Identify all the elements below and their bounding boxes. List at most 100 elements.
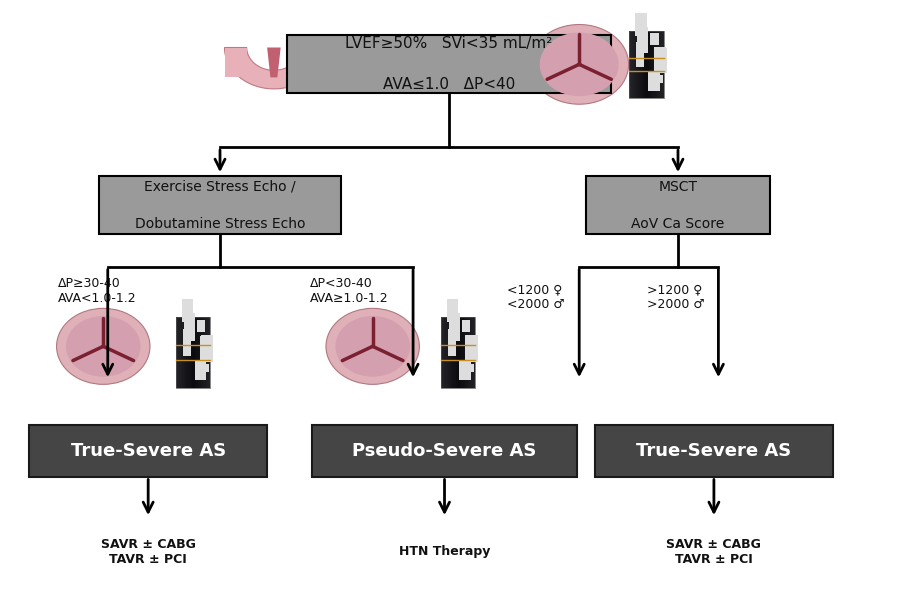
Bar	[646, 31, 647, 98]
Text: AoV Ca Score: AoV Ca Score	[631, 217, 725, 231]
Bar	[454, 318, 455, 387]
Bar	[467, 318, 468, 387]
Circle shape	[101, 345, 106, 348]
Bar	[455, 318, 457, 387]
Text: >1200 ♀
>2000 ♂: >1200 ♀ >2000 ♂	[647, 283, 704, 311]
Bar	[465, 335, 478, 356]
Bar	[641, 31, 642, 98]
Text: AVA≤1.0   ΔP<40: AVA≤1.0 ΔP<40	[383, 77, 515, 93]
Bar	[465, 364, 474, 372]
Text: ΔP≥30-40
AVA<1.0-1.2: ΔP≥30-40 AVA<1.0-1.2	[58, 277, 137, 305]
Bar	[634, 31, 635, 98]
Bar	[183, 313, 195, 341]
Ellipse shape	[66, 316, 141, 377]
Bar	[458, 318, 459, 387]
Polygon shape	[224, 48, 323, 89]
Bar	[660, 31, 661, 98]
FancyBboxPatch shape	[585, 177, 770, 234]
Bar	[192, 318, 193, 387]
Bar	[182, 299, 193, 322]
Bar	[460, 360, 471, 380]
Bar	[474, 318, 475, 387]
Bar	[188, 318, 189, 387]
Bar	[194, 318, 196, 387]
Ellipse shape	[335, 316, 410, 377]
Bar	[642, 31, 643, 98]
Text: LVEF≥50%   SVi<35 mL/m²: LVEF≥50% SVi<35 mL/m²	[346, 36, 552, 51]
Bar	[205, 318, 206, 387]
Bar	[638, 31, 639, 98]
Bar	[658, 31, 659, 98]
Bar	[457, 318, 458, 387]
Bar	[630, 31, 632, 98]
Bar	[655, 31, 656, 98]
Bar	[472, 318, 474, 387]
Ellipse shape	[326, 308, 419, 384]
Bar	[465, 318, 466, 387]
Bar	[185, 318, 186, 387]
Bar	[632, 31, 633, 98]
Circle shape	[577, 63, 582, 66]
Bar	[201, 318, 202, 387]
Bar	[637, 27, 648, 53]
Bar	[635, 31, 637, 98]
Bar	[189, 318, 190, 387]
Text: True-Severe AS: True-Severe AS	[71, 441, 225, 460]
Bar	[650, 31, 651, 98]
Bar	[643, 31, 644, 98]
Text: ΔP<30-40
AVA≥1.0-1.2: ΔP<30-40 AVA≥1.0-1.2	[310, 277, 389, 305]
Circle shape	[370, 345, 375, 348]
Bar	[461, 318, 462, 387]
Bar	[449, 318, 450, 387]
Bar	[654, 47, 666, 68]
Bar	[637, 42, 644, 67]
Bar	[186, 318, 188, 387]
FancyBboxPatch shape	[29, 424, 267, 477]
Text: SAVR ± CABG
TAVR ± PCI: SAVR ± CABG TAVR ± PCI	[101, 538, 196, 566]
Bar	[633, 31, 634, 98]
Bar	[196, 318, 197, 387]
Bar	[629, 31, 664, 98]
FancyBboxPatch shape	[313, 424, 577, 477]
Bar	[448, 318, 449, 387]
Bar	[450, 318, 451, 387]
Text: <1200 ♀
<2000 ♂: <1200 ♀ <2000 ♂	[507, 283, 565, 311]
Bar	[462, 318, 463, 387]
Bar	[200, 335, 213, 356]
Bar	[463, 318, 465, 387]
Ellipse shape	[540, 32, 619, 96]
Bar	[202, 318, 203, 387]
Bar	[470, 318, 471, 387]
Bar	[459, 318, 461, 387]
Bar	[179, 318, 180, 387]
Bar	[453, 318, 454, 387]
Bar	[207, 318, 209, 387]
Bar	[629, 31, 630, 98]
Bar	[654, 31, 655, 98]
Bar	[647, 31, 649, 98]
Bar	[471, 318, 472, 387]
Bar	[648, 71, 660, 91]
Bar	[654, 75, 663, 83]
Bar	[448, 329, 455, 356]
Polygon shape	[267, 48, 281, 77]
Polygon shape	[224, 48, 247, 77]
Bar	[200, 336, 214, 362]
Bar	[462, 320, 471, 332]
Bar	[656, 31, 658, 98]
Text: Exercise Stress Echo /: Exercise Stress Echo /	[145, 180, 295, 194]
Bar	[465, 336, 479, 362]
Bar	[451, 318, 453, 387]
Bar	[644, 31, 646, 98]
Bar	[197, 318, 198, 387]
Bar	[444, 318, 445, 387]
Bar	[176, 318, 177, 387]
Bar	[654, 48, 667, 73]
Bar	[651, 31, 652, 98]
FancyBboxPatch shape	[595, 424, 833, 477]
Bar	[649, 31, 650, 98]
Bar	[197, 320, 206, 332]
Bar	[176, 318, 210, 387]
Bar	[209, 318, 210, 387]
Bar	[639, 31, 641, 98]
